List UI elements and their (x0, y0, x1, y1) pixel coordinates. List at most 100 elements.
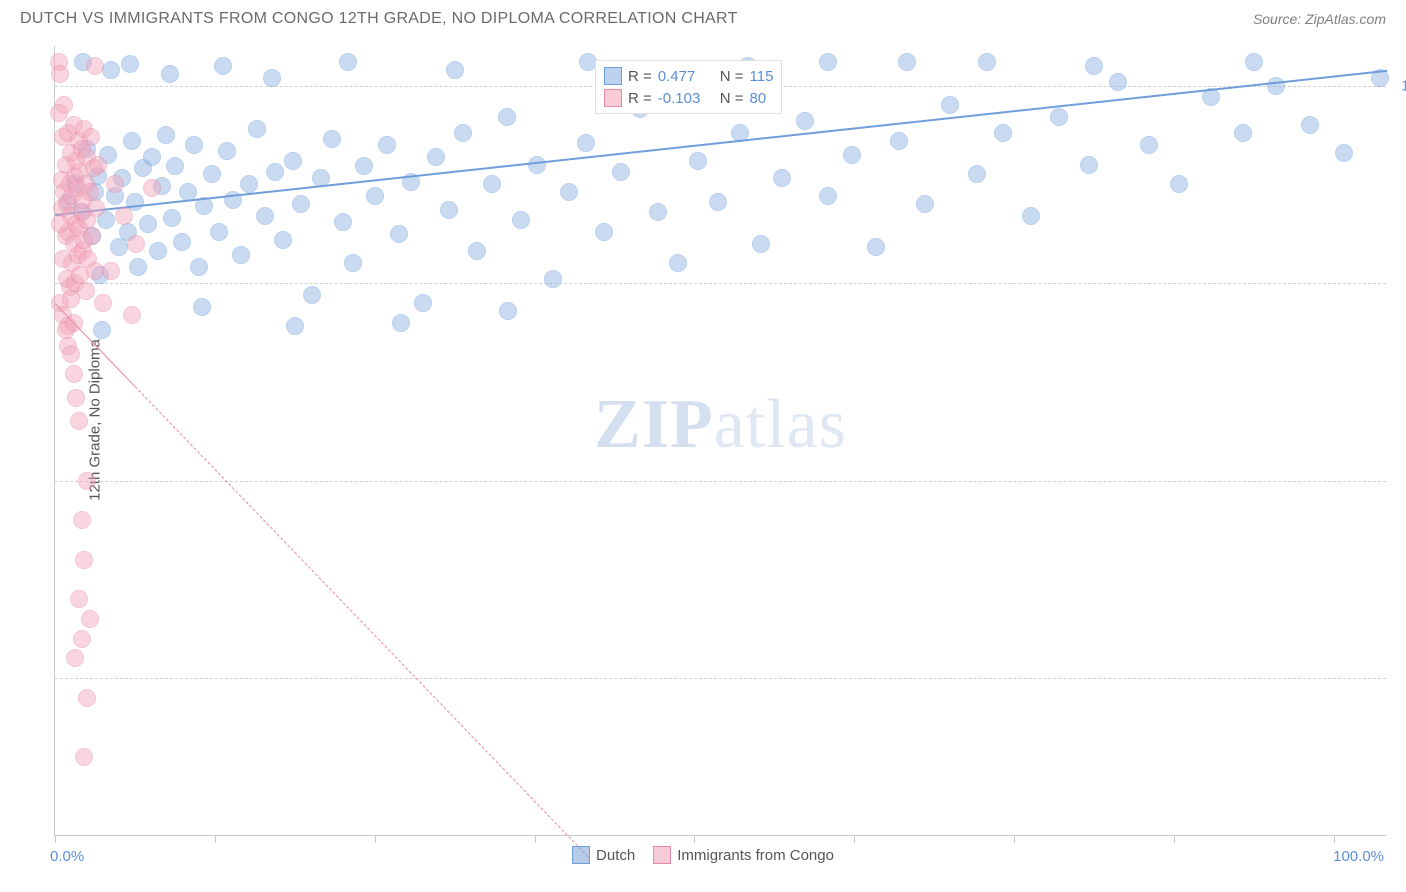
swatch-icon (653, 846, 671, 864)
data-point (649, 203, 667, 221)
scatter-chart: ZIPatlas 70.0%80.0%90.0%100.0%R =0.477N … (54, 46, 1386, 836)
data-point (50, 104, 68, 122)
data-point (157, 126, 175, 144)
data-point (89, 156, 107, 174)
data-point (1022, 207, 1040, 225)
trend-line (135, 386, 589, 857)
data-point (173, 233, 191, 251)
data-point (62, 290, 80, 308)
data-point (446, 61, 464, 79)
data-point (366, 187, 384, 205)
data-point (323, 130, 341, 148)
data-point (286, 317, 304, 335)
legend-row: R = -0.103 N = 80 (604, 87, 773, 109)
data-point (161, 65, 179, 83)
correlation-legend: R =0.477N =115R =-0.103N =80 (595, 60, 782, 114)
y-tick-label: 100.0% (1401, 77, 1406, 94)
watermark: ZIPatlas (594, 385, 847, 465)
data-point (334, 213, 352, 231)
data-point (843, 146, 861, 164)
data-point (121, 55, 139, 73)
legend-bottom: Dutch Immigrants from Congo (0, 846, 1406, 864)
data-point (248, 120, 266, 138)
r-label: R = (628, 68, 652, 85)
n-value: 80 (750, 90, 767, 107)
data-point (468, 242, 486, 260)
data-point (82, 128, 100, 146)
data-point (378, 136, 396, 154)
data-point (968, 165, 986, 183)
data-point (70, 590, 88, 608)
data-point (595, 223, 613, 241)
chart-title: DUTCH VS IMMIGRANTS FROM CONGO 12TH GRAD… (20, 10, 738, 28)
data-point (709, 193, 727, 211)
data-point (263, 69, 281, 87)
swatch-icon (604, 89, 622, 107)
x-tick (854, 835, 855, 843)
data-point (127, 235, 145, 253)
data-point (86, 57, 104, 75)
data-point (185, 136, 203, 154)
n-label: N = (720, 90, 744, 107)
data-point (1050, 108, 1068, 126)
legend-label: Immigrants from Congo (677, 847, 834, 864)
legend-label: Dutch (596, 847, 635, 864)
data-point (83, 227, 101, 245)
data-point (123, 306, 141, 324)
x-tick (694, 835, 695, 843)
x-tick (1174, 835, 1175, 843)
data-point (78, 689, 96, 707)
data-point (1301, 116, 1319, 134)
data-point (498, 108, 516, 126)
data-point (73, 511, 91, 529)
data-point (93, 321, 111, 339)
data-point (218, 142, 236, 160)
data-point (214, 57, 232, 75)
data-point (190, 258, 208, 276)
data-point (284, 152, 302, 170)
x-tick (215, 835, 216, 843)
r-value: 0.477 (658, 68, 714, 85)
r-value: -0.103 (658, 90, 714, 107)
data-point (528, 156, 546, 174)
data-point (65, 365, 83, 383)
data-point (210, 223, 228, 241)
data-point (266, 163, 284, 181)
data-point (51, 215, 69, 233)
data-point (59, 337, 77, 355)
r-label: R = (628, 90, 652, 107)
data-point (819, 187, 837, 205)
data-point (1140, 136, 1158, 154)
data-point (941, 96, 959, 114)
data-point (454, 124, 472, 142)
data-point (344, 254, 362, 272)
data-point (544, 270, 562, 288)
data-point (193, 298, 211, 316)
data-point (139, 215, 157, 233)
data-point (94, 294, 112, 312)
source-label: Source: ZipAtlas.com (1253, 11, 1386, 27)
data-point (689, 152, 707, 170)
data-point (994, 124, 1012, 142)
data-point (166, 157, 184, 175)
data-point (867, 238, 885, 256)
data-point (339, 53, 357, 71)
x-tick (55, 835, 56, 843)
swatch-icon (604, 67, 622, 85)
data-point (256, 207, 274, 225)
legend-row: R =0.477N =115 (604, 65, 773, 87)
data-point (669, 254, 687, 272)
data-point (240, 175, 258, 193)
data-point (51, 65, 69, 83)
data-point (163, 209, 181, 227)
data-point (1335, 144, 1353, 162)
data-point (499, 302, 517, 320)
data-point (75, 551, 93, 569)
data-point (81, 610, 99, 628)
data-point (1109, 73, 1127, 91)
data-point (483, 175, 501, 193)
x-tick (375, 835, 376, 843)
data-point (73, 630, 91, 648)
data-point (115, 207, 133, 225)
data-point (392, 314, 410, 332)
